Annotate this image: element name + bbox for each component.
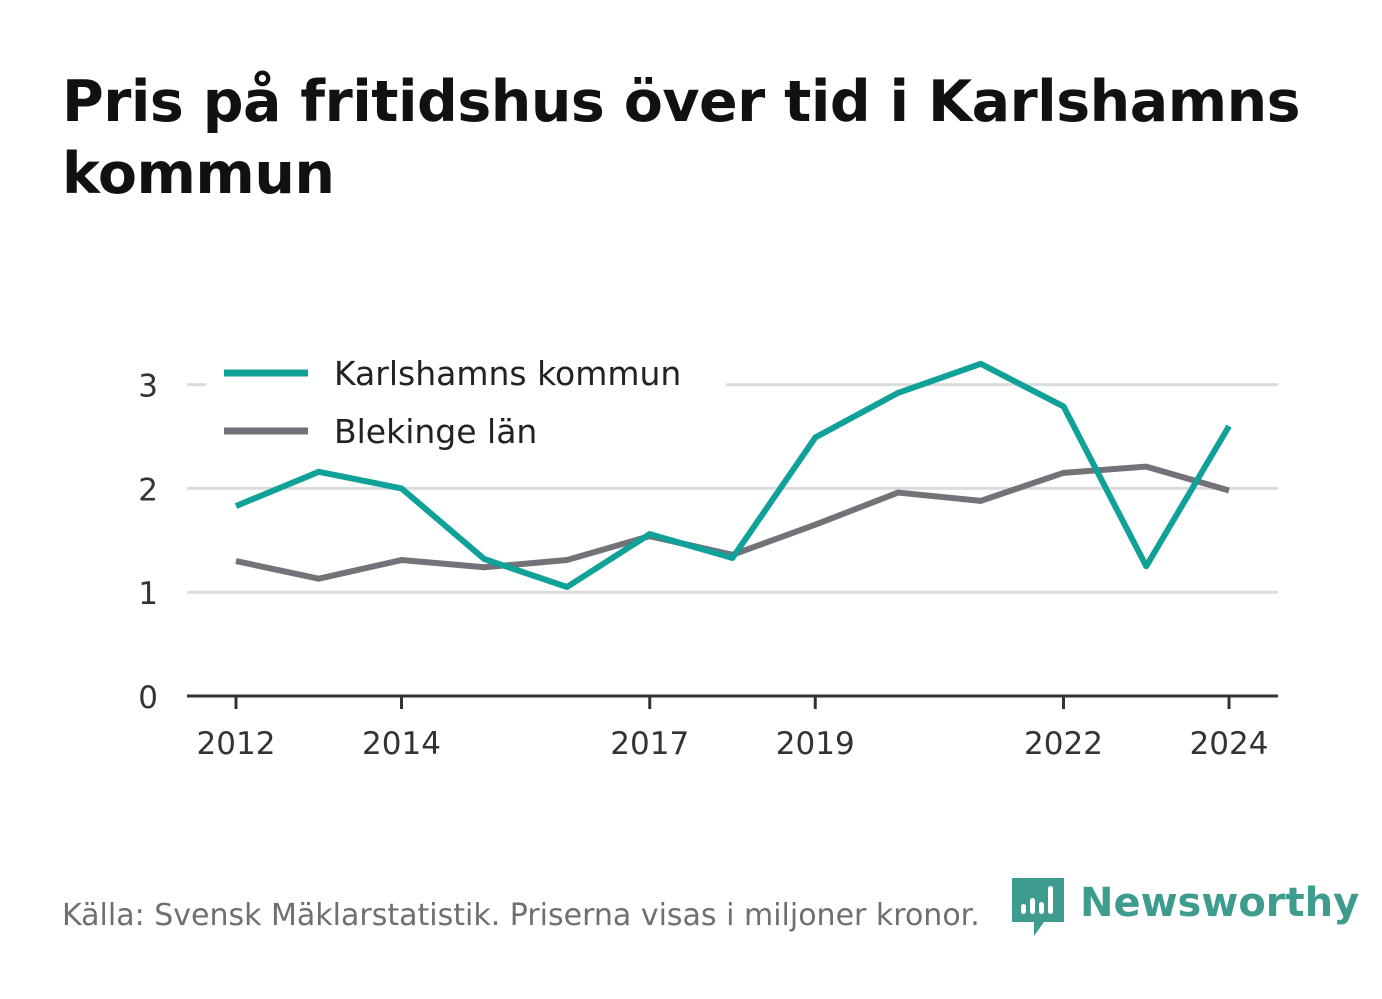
legend-background — [206, 345, 726, 457]
legend-label: Blekinge län — [334, 412, 537, 451]
legend-label: Karlshamns kommun — [334, 354, 681, 393]
x-tick-label: 2019 — [776, 726, 855, 762]
x-tick-label: 2014 — [362, 726, 441, 762]
x-axis: 2012 2014 2017 2019 2022 2024 — [187, 694, 1278, 762]
legend: Karlshamns kommun Blekinge län — [206, 345, 726, 457]
source-note: Källa: Svensk Mäklarstatistik. Priserna … — [62, 898, 980, 933]
y-tick-label: 1 — [138, 576, 158, 612]
x-tick-label: 2024 — [1190, 726, 1269, 762]
y-axis-tick-labels: 0 1 2 3 — [138, 369, 158, 716]
y-tick-label: 2 — [138, 472, 158, 508]
x-tick-label: 2017 — [610, 726, 689, 762]
brand-logo[interactable]: Newsworthy — [1012, 878, 1359, 940]
x-tick-label: 2022 — [1024, 726, 1103, 762]
y-tick-label: 0 — [138, 680, 158, 716]
y-tick-label: 3 — [138, 369, 158, 405]
series-lines — [234, 360, 1232, 591]
newsworthy-bar-chart-logo-icon — [1012, 878, 1064, 936]
brand-name: Newsworthy — [1080, 880, 1360, 926]
page-title: Pris på fritidshus över tid i Karlshamns… — [62, 69, 1301, 207]
x-tick-label: 2012 — [197, 726, 276, 762]
